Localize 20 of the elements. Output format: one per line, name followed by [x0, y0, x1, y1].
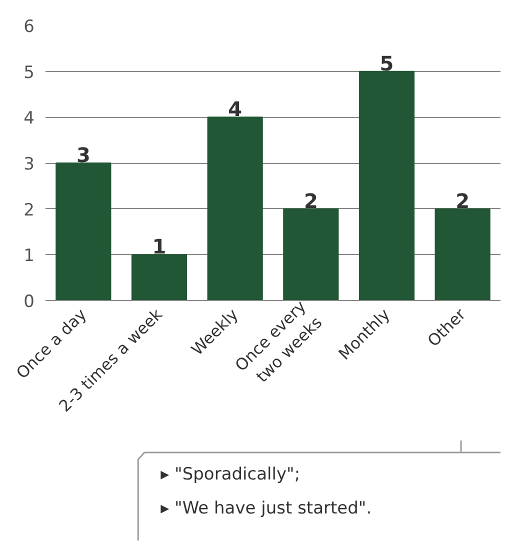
y-tick-label: 6	[24, 17, 35, 37]
data-label: 4	[228, 97, 242, 122]
bar	[434, 208, 490, 300]
bar	[131, 254, 188, 300]
bar	[56, 162, 112, 300]
data-label: 3	[76, 143, 90, 167]
data-label: 5	[380, 51, 394, 76]
y-tick-label: 5	[24, 62, 35, 83]
text: ▸ "Sporadically"; ▸ "We have just started".	[160, 464, 372, 518]
bar	[283, 208, 339, 300]
data-label: 2	[456, 188, 470, 213]
bar	[207, 116, 263, 300]
data-label: 2	[304, 188, 318, 213]
bar	[358, 70, 415, 300]
y-tick-label: 1	[24, 246, 35, 266]
y-tick-label: 0	[24, 292, 35, 312]
data-label: 1	[152, 234, 166, 259]
y-tick-label: 4	[24, 108, 35, 129]
y-tick-label: 3	[24, 154, 35, 174]
y-tick-label: 2	[24, 200, 35, 220]
